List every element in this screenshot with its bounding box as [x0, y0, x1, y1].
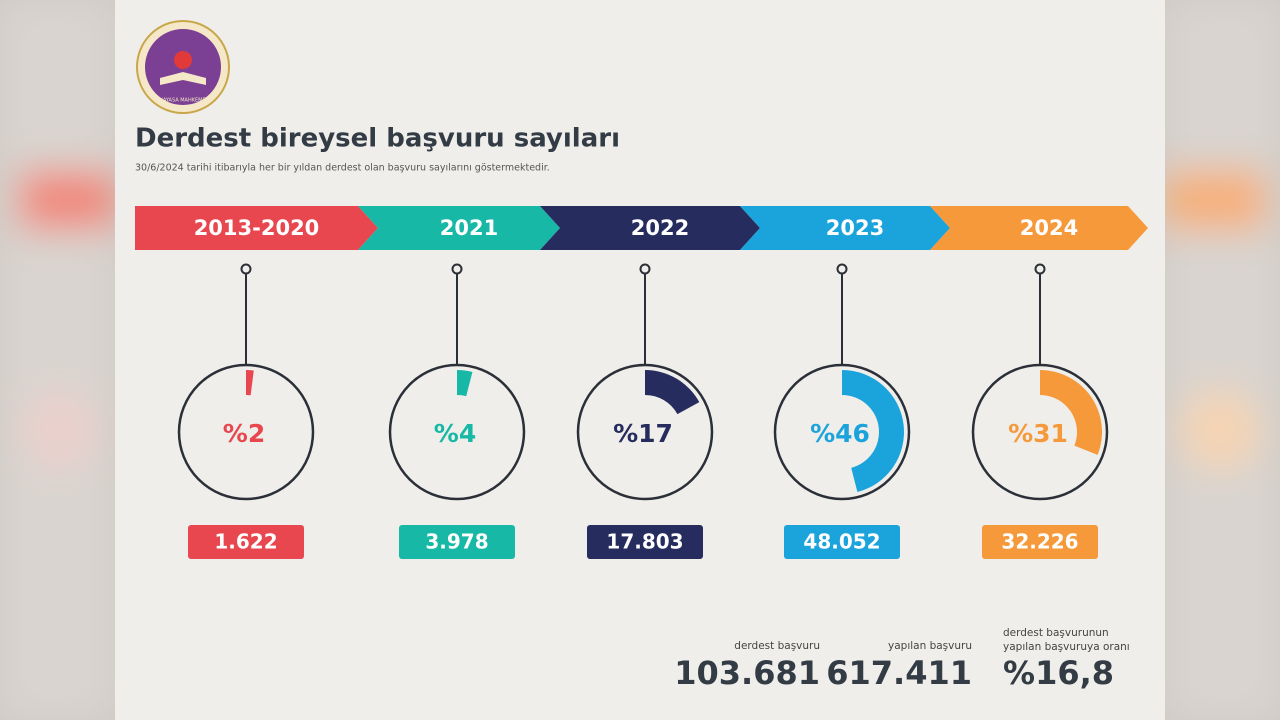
- connector-dot: [240, 263, 252, 275]
- summary-value: %16,8: [1003, 654, 1114, 692]
- ring-frame: [971, 363, 1109, 501]
- year-arrow: [358, 206, 560, 250]
- percent-label: %2: [223, 419, 265, 448]
- logo-bottom: ANAYASA MAHKEMESİ: [156, 97, 211, 104]
- percent-label: %46: [810, 419, 870, 448]
- ring-arc: [645, 370, 700, 415]
- count-badge: [982, 525, 1098, 559]
- connector-dot: [1034, 263, 1046, 275]
- ring-arc: [246, 370, 254, 396]
- count-badge: [188, 525, 304, 559]
- count-badge: [399, 525, 515, 559]
- percent-label: %4: [434, 419, 476, 448]
- summary-value: 103.681: [674, 654, 820, 692]
- year-arrow: [540, 206, 760, 250]
- ring-arc: [1040, 370, 1102, 455]
- subtitle: 30/6/2024 tarihi itibarıyla her bir yıld…: [135, 163, 550, 174]
- percent-label: %31: [1008, 419, 1068, 448]
- year-label: 2023: [826, 216, 884, 240]
- percent-label: %17: [613, 419, 673, 448]
- ring-frame: [388, 363, 526, 501]
- summary-value: 617.411: [826, 654, 972, 692]
- count-label: 3.978: [425, 530, 488, 554]
- year-arrow: [135, 206, 378, 250]
- count-badge: [784, 525, 900, 559]
- connector-dot: [451, 263, 463, 275]
- ring-arc: [842, 370, 904, 493]
- logo: T.C. ANAYASA MAHKEMESİ: [136, 20, 230, 114]
- year-arrow: [930, 206, 1148, 250]
- summary-label: derdest başvurunun yapılan başvuruya oran…: [1003, 627, 1130, 653]
- logo-top: T.C.: [177, 30, 189, 37]
- summary-label: derdest başvuru: [734, 640, 820, 652]
- ring-frame: [773, 363, 911, 501]
- title: Derdest bireysel başvuru sayıları: [135, 124, 620, 154]
- ring-frame: [576, 363, 714, 501]
- panel: [115, 0, 1165, 720]
- summary-label: yapılan başvuru: [888, 640, 972, 652]
- year-label: 2021: [440, 216, 498, 240]
- ring-frame: [177, 363, 315, 501]
- ring-arc: [457, 370, 473, 397]
- year-label: 2013-2020: [194, 216, 320, 240]
- count-label: 32.226: [1001, 530, 1078, 554]
- count-label: 17.803: [606, 530, 683, 554]
- count-label: 1.622: [214, 530, 277, 554]
- count-badge: [587, 525, 703, 559]
- year-arrow: [740, 206, 950, 250]
- connector-dot: [836, 263, 848, 275]
- connector-dot: [639, 263, 651, 275]
- year-label: 2024: [1020, 216, 1078, 240]
- count-label: 48.052: [803, 530, 880, 554]
- year-label: 2022: [631, 216, 689, 240]
